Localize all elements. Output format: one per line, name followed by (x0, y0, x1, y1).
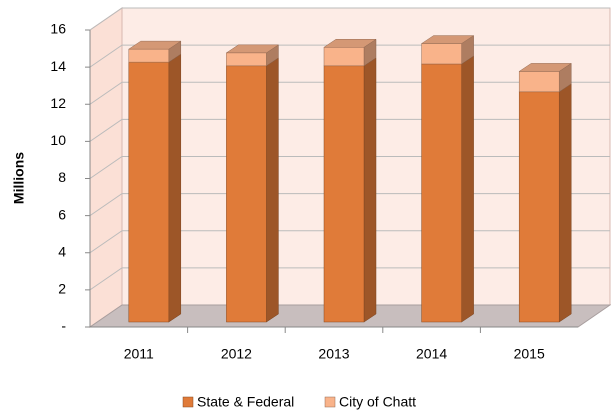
y-tick-label: 16 (50, 21, 66, 37)
bar-side (461, 55, 474, 323)
bar (421, 63, 462, 323)
y-tick-label: 4 (58, 243, 66, 259)
bar (128, 61, 170, 323)
bar-top (323, 39, 377, 48)
grid-line (89, 7, 610, 31)
y-tick-label: 12 (50, 95, 66, 111)
x-tick-label: 2015 (514, 346, 545, 362)
x-tick-label: 2013 (318, 346, 349, 362)
legend-swatch (324, 396, 336, 408)
bar-side (168, 53, 182, 323)
y-tick-label: 14 (50, 58, 66, 74)
y-tick-label: 10 (50, 132, 66, 148)
legend-label: State & Federal (197, 394, 294, 410)
x-tick-label: 2012 (221, 346, 252, 362)
bar-top (225, 44, 280, 54)
bar (518, 91, 560, 323)
y-axis-label: Millions (11, 152, 27, 204)
bar (421, 43, 462, 65)
bar-top (420, 35, 475, 44)
y-tick-label: 6 (58, 206, 66, 222)
bar-side (266, 57, 279, 323)
y-tick-label: - (61, 318, 66, 334)
bar (128, 48, 170, 63)
bar (518, 71, 560, 93)
legend-label: City of Chatt (339, 394, 416, 410)
x-tick-label: 2011 (124, 346, 154, 362)
bar-side (558, 83, 572, 323)
y-tick-label: 8 (58, 169, 66, 185)
bar-top (127, 40, 182, 50)
bar (323, 47, 365, 67)
bar (226, 52, 267, 67)
x-tick-label: 2014 (416, 346, 447, 362)
bar (323, 65, 365, 323)
bar-side (363, 57, 377, 323)
bar (226, 65, 267, 323)
bar-top (518, 63, 573, 72)
legend-swatch (182, 396, 194, 408)
y-tick-label: 2 (58, 281, 66, 297)
